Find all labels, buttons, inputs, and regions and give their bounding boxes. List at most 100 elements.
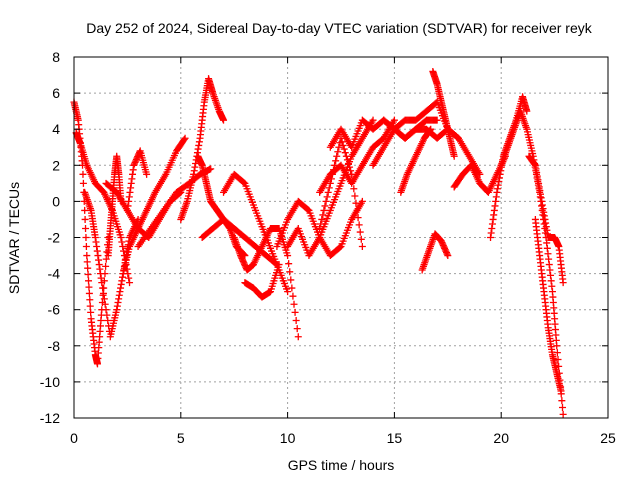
data-point	[103, 311, 111, 319]
data-point	[433, 116, 441, 124]
x-tick-label: 20	[493, 430, 509, 446]
y-tick-label: -12	[40, 410, 60, 426]
data-point	[118, 238, 126, 246]
data-point	[79, 179, 87, 187]
series-trace-ac	[531, 215, 565, 395]
data-point	[240, 178, 248, 186]
data-point	[324, 188, 332, 196]
data-point	[85, 277, 93, 285]
data-point	[294, 333, 302, 341]
data-point	[284, 288, 292, 296]
data-point	[559, 279, 567, 287]
data-point	[287, 276, 295, 284]
data-point	[117, 234, 125, 241]
series-trace-b	[72, 129, 134, 287]
data-points	[70, 67, 567, 418]
data-point	[350, 185, 358, 193]
data-point	[98, 279, 106, 287]
data-point	[275, 261, 283, 269]
data-point	[325, 184, 333, 192]
data-point	[143, 170, 151, 178]
data-point	[84, 264, 92, 272]
y-tick-label: -6	[48, 302, 61, 318]
series-trace-o	[273, 197, 366, 260]
data-point	[87, 308, 95, 316]
data-point	[319, 211, 327, 219]
chart-title: Day 252 of 2024, Sidereal Day-to-day VTE…	[86, 20, 592, 36]
data-point	[352, 199, 360, 207]
y-tick-label: 4	[52, 121, 60, 137]
data-point	[342, 152, 350, 160]
data-point	[336, 243, 344, 251]
series-trace-k	[198, 215, 281, 269]
y-tick-label: 6	[52, 85, 60, 101]
series-trace-c	[81, 188, 142, 341]
data-point	[351, 192, 359, 200]
data-point	[316, 224, 324, 232]
series-trace-e	[104, 152, 125, 260]
series-trace-g	[123, 147, 151, 214]
data-point	[354, 214, 362, 222]
data-point	[104, 317, 112, 325]
data-point	[289, 292, 297, 300]
data-point	[559, 404, 567, 412]
data-point	[120, 247, 128, 255]
data-point	[99, 289, 107, 297]
data-point	[444, 252, 452, 260]
data-point	[82, 243, 90, 251]
data-point	[293, 325, 301, 333]
x-axis-title: GPS time / hours	[288, 457, 395, 473]
data-point	[344, 159, 352, 167]
data-point	[220, 116, 228, 124]
data-point	[83, 258, 91, 266]
data-point	[332, 157, 340, 165]
data-point	[82, 224, 90, 232]
series-trace-n	[241, 261, 283, 301]
series-trace-v	[397, 125, 435, 196]
series-trace-w	[429, 67, 458, 160]
data-point	[353, 206, 361, 214]
data-point	[323, 193, 331, 201]
y-tick-label: -10	[40, 374, 60, 390]
y-tick-label: -4	[48, 266, 61, 282]
x-axis: 0 5 10 15 20 25	[70, 57, 616, 446]
data-point	[288, 284, 296, 292]
series-trace-ab	[525, 152, 567, 287]
data-point	[100, 295, 108, 303]
y-tick-label: -2	[48, 230, 61, 246]
series-trace-j	[194, 152, 249, 260]
x-tick-label: 15	[387, 430, 403, 446]
data-point	[338, 138, 346, 146]
data-point	[207, 165, 215, 173]
data-point	[284, 252, 292, 260]
data-point	[320, 206, 328, 214]
data-point	[119, 243, 127, 251]
data-point	[335, 143, 343, 151]
data-point	[340, 145, 348, 153]
y-tick-label: 2	[52, 157, 60, 173]
data-point	[558, 397, 566, 405]
y-tick-label: 0	[52, 193, 60, 209]
data-point	[86, 296, 94, 304]
data-point	[347, 167, 355, 175]
x-tick-label: 0	[70, 430, 78, 446]
data-point	[85, 289, 93, 297]
data-point	[81, 206, 89, 214]
data-point	[427, 125, 435, 133]
data-point	[83, 252, 91, 260]
y-axis: -12 -10 -8 -6 -4 -2 0 2 4 6 8	[40, 49, 608, 426]
x-tick-label: 10	[280, 430, 296, 446]
data-point	[357, 235, 365, 243]
data-point	[286, 268, 294, 276]
data-point	[358, 197, 366, 205]
data-point	[81, 215, 89, 223]
data-point	[334, 148, 342, 156]
data-point	[356, 228, 364, 236]
data-point	[79, 170, 87, 178]
data-point	[450, 152, 458, 160]
series-trace-x	[418, 230, 452, 274]
data-point	[322, 197, 330, 205]
data-point	[358, 243, 366, 251]
data-point	[318, 215, 326, 223]
